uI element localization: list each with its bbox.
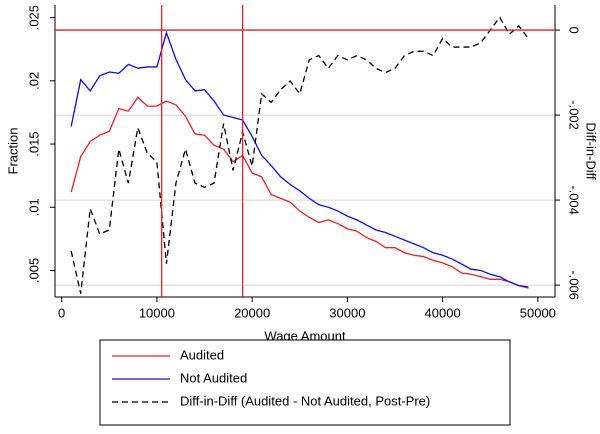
y2-tick-label: 0 <box>567 26 582 33</box>
legend-box <box>99 339 511 426</box>
y2-axis-label: Diff-in-Diff <box>584 122 599 180</box>
legend-label: Not Audited <box>180 370 247 385</box>
legend-label: Audited <box>180 347 224 362</box>
x-tick-label: 10000 <box>139 305 175 320</box>
y-tick-label: .005 <box>26 258 41 283</box>
y2-tick-label: -.004 <box>567 185 582 215</box>
x-tick-label: 30000 <box>329 305 365 320</box>
x-tick-label: 50000 <box>520 305 556 320</box>
y-tick-label: .025 <box>26 5 41 30</box>
x-tick-label: 40000 <box>425 305 461 320</box>
y2-tick-label: -.002 <box>567 100 582 130</box>
x-tick-label: 20000 <box>234 305 270 320</box>
legend-label: Diff-in-Diff (Audited - Not Audited, Pos… <box>180 393 430 408</box>
y-tick-label: .015 <box>26 131 41 156</box>
series-line <box>70 96 529 289</box>
y-tick-label: .02 <box>26 72 41 90</box>
series-line <box>70 16 529 294</box>
series-line <box>70 30 529 288</box>
y-tick-label: .01 <box>26 198 41 216</box>
y2-tick-label: -.006 <box>567 270 582 300</box>
y-axis-label: Fraction <box>5 128 20 175</box>
x-tick-label: 0 <box>58 305 65 320</box>
